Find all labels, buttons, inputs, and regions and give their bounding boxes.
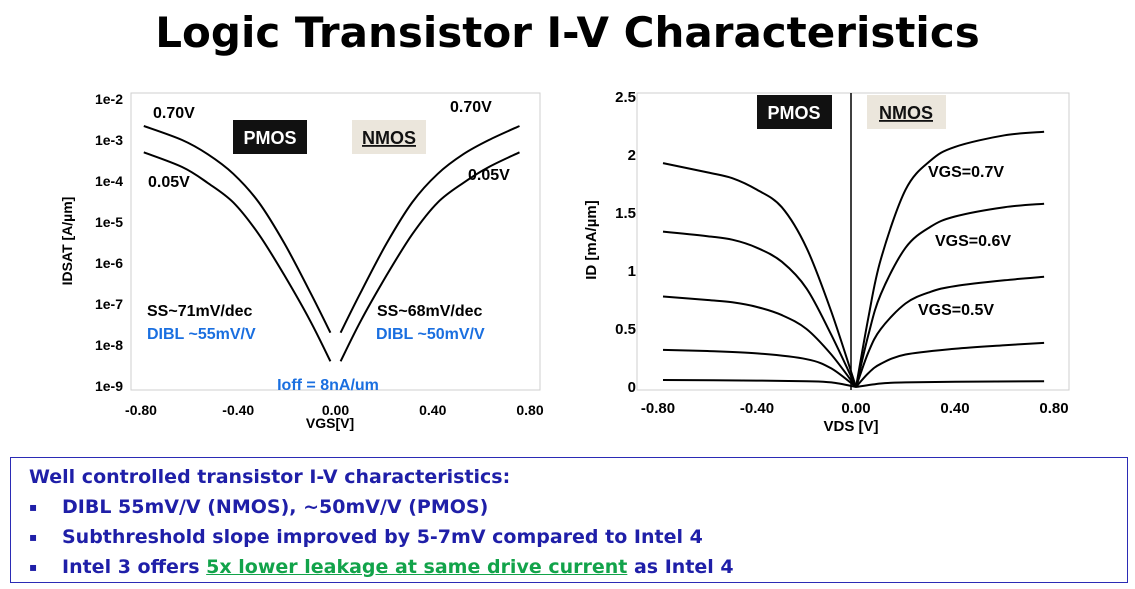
- summary-item-text: Subthreshold slope improved by 5-7mV com…: [62, 526, 703, 548]
- pmos-legend-box: PMOS: [233, 120, 307, 154]
- series-line: [143, 151, 332, 362]
- ioff-label: Ioff = 8nA/um: [277, 377, 379, 394]
- x-tick-label: 0.80: [1039, 400, 1068, 417]
- y-tick-label: 1e-7: [95, 296, 123, 312]
- series-line: [339, 151, 520, 362]
- x-tick-label: -0.40: [740, 400, 774, 417]
- x-tick-label: 0.40: [419, 402, 446, 418]
- y-tick-label: 0.5: [615, 321, 636, 338]
- bullet-icon: ▪: [29, 560, 38, 574]
- y-tick-label: 2.5: [615, 89, 636, 106]
- series-line: [662, 230, 857, 388]
- nmos-vd-low-label: 0.05V: [468, 167, 510, 184]
- summary-heading: Well controlled transistor I-V character…: [29, 466, 511, 488]
- series-line: [855, 341, 1045, 388]
- nmos-legend-label: NMOS: [879, 103, 933, 123]
- nmos-legend-label: NMOS: [362, 128, 416, 148]
- y-tick-label: 2: [628, 147, 636, 164]
- series-line: [339, 125, 520, 334]
- y-tick-label: 0: [628, 379, 636, 396]
- plot-frame: [636, 92, 1070, 391]
- pmos-legend-label: PMOS: [243, 128, 296, 148]
- pmos-dibl-label: DIBL ~55mV/V: [147, 326, 256, 343]
- x-tick-label: -0.80: [641, 400, 675, 417]
- series-line: [855, 380, 1045, 388]
- y-tick-label: 1.5: [615, 205, 636, 222]
- nmos-legend-box: NMOS: [867, 95, 946, 129]
- page-title: Logic Transistor I-V Characteristics: [155, 8, 980, 57]
- x-tick-label: 0.80: [516, 402, 543, 418]
- y-tick-label: 1e-9: [95, 378, 123, 394]
- vgs-07-label: VGS=0.7V: [928, 164, 1004, 181]
- series-line: [662, 348, 857, 388]
- plot-frame: [130, 92, 541, 391]
- vgs-06-label: VGS=0.6V: [935, 233, 1011, 250]
- nmos-dibl-label: DIBL ~50mV/V: [376, 326, 485, 343]
- series-line: [855, 202, 1045, 388]
- y-tick-label: 1e-2: [95, 91, 123, 107]
- x-tick-label: -0.80: [125, 402, 157, 418]
- pmos-legend-label: PMOS: [767, 103, 820, 123]
- nmos-vd-high-label: 0.70V: [450, 99, 492, 116]
- summary-item-text-post: as Intel 4: [627, 556, 734, 578]
- summary-list: ▪ DIBL 55mV/V (NMOS), ~50mV/V (PMOS) ▪ S…: [29, 492, 1109, 582]
- pmos-vd-low-label: 0.05V: [148, 174, 190, 191]
- series-line: [855, 275, 1045, 388]
- summary-item-text-pre: Intel 3 offers: [62, 556, 207, 578]
- y-tick-label: 1: [628, 263, 636, 280]
- pmos-ss-label: SS~71mV/dec: [147, 303, 253, 320]
- series-line: [662, 162, 857, 388]
- y-tick-label: 1e-6: [95, 255, 123, 271]
- nmos-ss-label: SS~68mV/dec: [377, 303, 483, 320]
- summary-item: ▪ DIBL 55mV/V (NMOS), ~50mV/V (PMOS): [29, 492, 1109, 522]
- y-tick-label: 1e-3: [95, 132, 123, 148]
- x-axis-label: VGS[V]: [306, 415, 354, 431]
- series-line: [143, 125, 332, 334]
- y-axis-label: IDSAT [A/µm]: [59, 197, 75, 286]
- y-tick-label: 1e-5: [95, 214, 123, 230]
- series-line: [855, 130, 1045, 388]
- pmos-legend-box: PMOS: [757, 95, 832, 129]
- summary-item: ▪ Subthreshold slope improved by 5-7mV c…: [29, 522, 1109, 552]
- series-line: [662, 379, 857, 388]
- summary-item: ▪ Intel 3 offers 5x lower leakage at sam…: [29, 552, 1109, 582]
- bullet-icon: ▪: [29, 530, 38, 544]
- y-tick-label: 1e-4: [95, 173, 123, 189]
- y-axis-label: ID [mA/µm]: [583, 200, 600, 279]
- series-line: [662, 295, 857, 388]
- vgs-05-label: VGS=0.5V: [918, 302, 994, 319]
- x-tick-label: 0.00: [322, 402, 349, 418]
- x-tick-label: -0.40: [222, 402, 254, 418]
- summary-box: Well controlled transistor I-V character…: [10, 457, 1128, 583]
- y-tick-label: 1e-8: [95, 337, 123, 353]
- x-tick-label: 0.00: [841, 400, 870, 417]
- summary-highlight: 5x lower leakage at same drive current: [206, 556, 628, 578]
- bullet-icon: ▪: [29, 500, 38, 514]
- nmos-legend-box: NMOS: [352, 120, 426, 154]
- summary-item-text: DIBL 55mV/V (NMOS), ~50mV/V (PMOS): [62, 496, 489, 518]
- pmos-vd-high-label: 0.70V: [153, 105, 195, 122]
- x-tick-label: 0.40: [940, 400, 969, 417]
- x-axis-label: VDS [V]: [823, 418, 878, 435]
